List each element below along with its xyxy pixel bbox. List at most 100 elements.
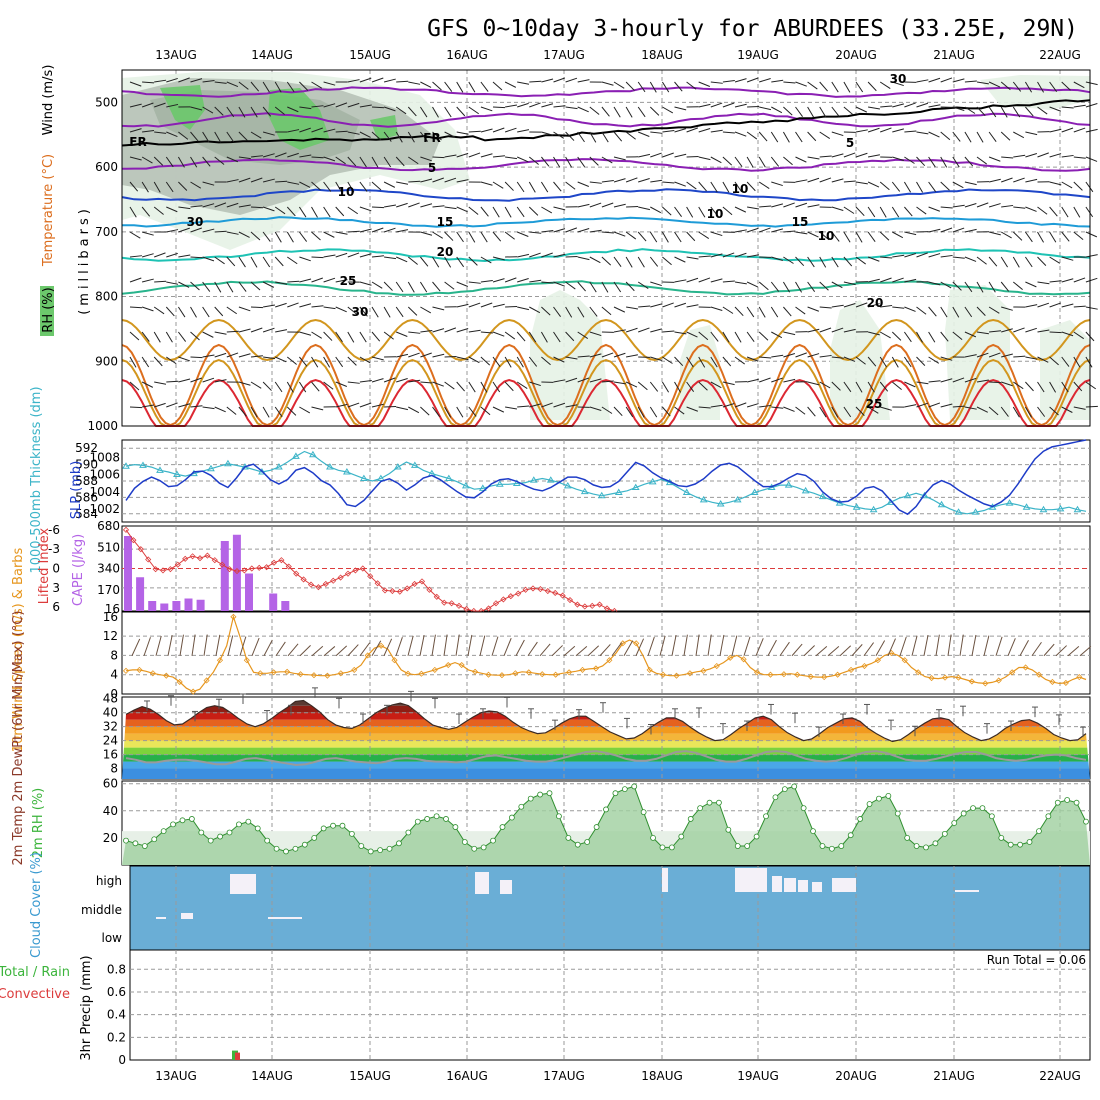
wind-barb xyxy=(191,357,203,358)
rh-tick-label: 20 xyxy=(103,831,118,845)
rh-point xyxy=(142,844,147,849)
rh-point xyxy=(500,825,505,830)
pressure-tick-label: 700 xyxy=(95,225,118,239)
rh-panel: 204060 xyxy=(103,777,1090,865)
thickness-slp-panel: 5845865885905921002100410061008 xyxy=(75,440,1090,522)
contour-label: 10 xyxy=(707,207,724,221)
rh-point xyxy=(669,845,674,850)
rh-point xyxy=(378,848,383,853)
cloud-cover-bar xyxy=(735,868,767,892)
rh-shaded-region xyxy=(1040,320,1090,420)
slp-tick-label: 1002 xyxy=(89,502,120,516)
rh-point xyxy=(867,802,872,807)
contour-label: 15 xyxy=(437,215,454,229)
rh-point xyxy=(1074,800,1079,805)
rh-point xyxy=(848,833,853,838)
cape-bar xyxy=(233,535,241,611)
rh-point xyxy=(942,831,947,836)
cloud-level-label: high xyxy=(96,874,122,888)
rh-point xyxy=(924,845,929,850)
contour-label: 10 xyxy=(338,185,355,199)
rh-point xyxy=(999,835,1004,840)
rh-point xyxy=(312,835,317,840)
cape-bar xyxy=(185,599,193,612)
rh-point xyxy=(745,844,750,849)
slp-tick-label: 1006 xyxy=(89,468,120,482)
contour-label: 25 xyxy=(866,397,883,411)
contour-label: 30 xyxy=(890,72,907,86)
temp-tick-label: 16 xyxy=(103,748,118,762)
cloud-cover-bar xyxy=(772,876,782,892)
precip-tick-label: 0.2 xyxy=(107,1030,126,1044)
cloud-level-label: low xyxy=(102,931,123,945)
rh-point xyxy=(425,816,430,821)
slp-tick-label: 1008 xyxy=(89,450,120,464)
cloud-cover-bar xyxy=(662,868,668,892)
cape-bar xyxy=(281,601,289,611)
rh-point xyxy=(152,837,157,842)
rh-point xyxy=(340,823,345,828)
date-label-top: 21AUG xyxy=(933,48,975,62)
pressure-tick-label: 900 xyxy=(95,354,118,368)
rh-point xyxy=(858,816,863,821)
date-label-bottom: 16AUG xyxy=(446,1069,488,1083)
rh-point xyxy=(641,810,646,815)
rh-point xyxy=(491,838,496,843)
cape-bar xyxy=(172,601,180,611)
rh-point xyxy=(886,793,891,798)
cape-bar xyxy=(136,577,144,611)
rh-point xyxy=(820,844,825,849)
rh-point xyxy=(688,816,693,821)
precip-tick-label: 0.4 xyxy=(107,1008,126,1022)
temp-tick-label: 24 xyxy=(103,734,118,748)
rh-point xyxy=(773,795,778,800)
rh-point xyxy=(839,844,844,849)
ylabel-slp: SLP (mb) xyxy=(69,461,84,520)
wind-barb xyxy=(130,407,142,408)
temp-color-band xyxy=(122,769,1090,779)
contour-label: 10 xyxy=(732,182,749,196)
rh-point xyxy=(199,830,204,835)
ylabel-rh: RH (%) xyxy=(41,287,56,332)
wind-tick-label: 12 xyxy=(103,629,118,643)
contour-label: 5 xyxy=(428,161,436,175)
rh-point xyxy=(829,846,834,851)
rh-point xyxy=(1046,814,1051,819)
rh-point xyxy=(754,834,759,839)
rh-point xyxy=(604,807,609,812)
wind-tick-label: 8 xyxy=(110,648,118,662)
date-label-top: 13AUG xyxy=(155,48,197,62)
rh-point xyxy=(462,839,467,844)
contour-label: 30 xyxy=(352,305,369,319)
contour-label: 10 xyxy=(818,229,835,243)
rh-point xyxy=(961,811,966,816)
date-label-bottom: 22AUG xyxy=(1039,1069,1081,1083)
rh-point xyxy=(453,825,458,830)
precip-convective-bar xyxy=(235,1053,240,1060)
rh-point xyxy=(208,838,213,843)
temp-color-band xyxy=(122,762,1090,769)
rh-point xyxy=(707,800,712,805)
rh-point xyxy=(971,806,976,811)
ylabel-temperature: Temperature (°C) xyxy=(41,154,56,267)
rh-point xyxy=(528,796,533,801)
temp-tick-label: 32 xyxy=(103,720,118,734)
rh-point xyxy=(1027,839,1032,844)
pressure-tick-label: 500 xyxy=(95,95,118,109)
rh-point xyxy=(180,818,185,823)
lifted-tick-label: 6 xyxy=(52,600,60,614)
rh-point xyxy=(189,816,194,821)
pressure-tick-label: 800 xyxy=(95,290,118,304)
precip-tick-label: 0.6 xyxy=(107,985,126,999)
rh-point xyxy=(227,830,232,835)
rh-tick-label: 40 xyxy=(103,804,118,818)
wind-barb xyxy=(275,181,287,182)
ylabel-cloud-cover: Cloud Cover (%) xyxy=(29,852,44,958)
rh-point xyxy=(481,845,486,850)
rh-point xyxy=(782,787,787,792)
cape-tick-label: 510 xyxy=(97,540,120,554)
rh-point xyxy=(161,829,166,834)
rh-point xyxy=(698,806,703,811)
temp-color-band xyxy=(122,734,1090,741)
rh-point xyxy=(171,822,176,827)
